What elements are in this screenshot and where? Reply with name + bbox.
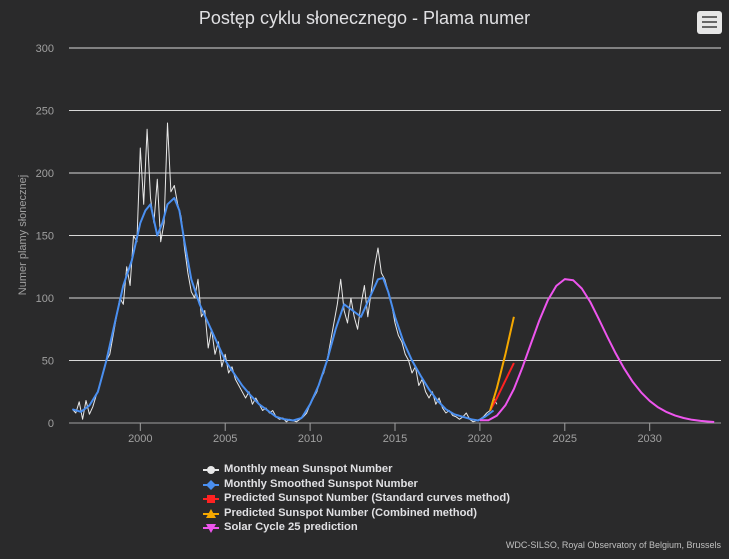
y-axis-label: Numer plamy słonecznej (17, 175, 29, 295)
x-tick-label: 2000 (128, 433, 152, 445)
square-marker-icon (203, 492, 219, 504)
menu-icon-bar (702, 21, 717, 23)
legend-item[interactable]: Predicted Sunspot Number (Standard curve… (203, 491, 510, 505)
triangle-down-marker-icon (203, 521, 219, 533)
circle-marker-icon (203, 463, 219, 475)
y-tick-label: 200 (36, 168, 54, 180)
legend-item[interactable]: Predicted Sunspot Number (Combined metho… (203, 506, 510, 520)
legend: Monthly mean Sunspot Number Monthly Smoot… (203, 462, 510, 535)
y-tick-label: 150 (36, 231, 54, 243)
x-tick-label: 2025 (553, 433, 577, 445)
legend-label: Monthly mean Sunspot Number (224, 463, 393, 475)
legend-label: Solar Cycle 25 prediction (224, 521, 358, 533)
x-tick-label: 2010 (298, 433, 322, 445)
y-tick-label: 250 (36, 106, 54, 118)
y-tick-label: 50 (42, 356, 54, 368)
series-line (479, 278, 715, 423)
diamond-marker-icon (203, 478, 219, 490)
menu-icon-bar (702, 26, 717, 28)
x-tick-label: 2015 (383, 433, 407, 445)
legend-label: Predicted Sunspot Number (Standard curve… (224, 492, 510, 504)
menu-icon-bar (702, 16, 717, 18)
x-tick-label: 2030 (637, 433, 661, 445)
legend-label: Monthly Smoothed Sunspot Number (224, 477, 418, 490)
legend-item[interactable]: Solar Cycle 25 prediction (203, 520, 510, 534)
y-tick-label: 300 (36, 43, 54, 55)
x-tick-label: 2020 (468, 433, 492, 445)
series-line (72, 122, 498, 423)
triangle-marker-icon (203, 507, 219, 519)
y-tick-label: 0 (48, 418, 54, 430)
series-line (489, 362, 515, 411)
x-tick-label: 2005 (213, 433, 237, 445)
credit-text: WDC-SILSO, Royal Observatory of Belgium,… (505, 540, 721, 550)
legend-label: Predicted Sunspot Number (Combined metho… (224, 506, 477, 519)
chart-title: Postęp cyklu słonecznego - Plama numer (198, 8, 531, 28)
series-line (489, 316, 515, 411)
y-tick-label: 100 (36, 293, 54, 305)
chart-menu-button[interactable] (697, 11, 722, 34)
legend-item[interactable]: Monthly Smoothed Sunspot Number (203, 477, 510, 491)
legend-item[interactable]: Monthly mean Sunspot Number (203, 462, 510, 476)
series-line (72, 197, 495, 422)
